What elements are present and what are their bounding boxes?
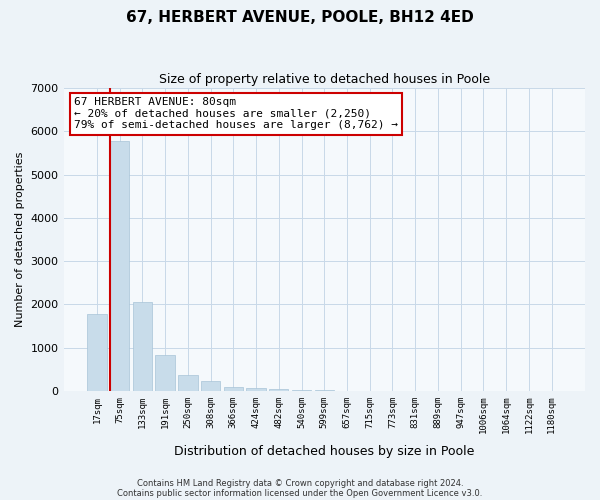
Text: 67, HERBERT AVENUE, POOLE, BH12 4ED: 67, HERBERT AVENUE, POOLE, BH12 4ED	[126, 10, 474, 25]
Text: 67 HERBERT AVENUE: 80sqm
← 20% of detached houses are smaller (2,250)
79% of sem: 67 HERBERT AVENUE: 80sqm ← 20% of detach…	[74, 97, 398, 130]
Bar	[178, 375, 197, 391]
Bar	[224, 386, 243, 391]
Bar	[87, 314, 107, 391]
Title: Size of property relative to detached houses in Poole: Size of property relative to detached ho…	[159, 72, 490, 86]
Bar	[269, 389, 289, 391]
Bar	[314, 390, 334, 391]
X-axis label: Distribution of detached houses by size in Poole: Distribution of detached houses by size …	[174, 444, 475, 458]
Bar	[110, 141, 130, 391]
Bar	[155, 355, 175, 391]
Y-axis label: Number of detached properties: Number of detached properties	[15, 152, 25, 327]
Bar	[247, 388, 266, 391]
Bar	[201, 382, 220, 391]
Bar	[292, 390, 311, 391]
Bar	[133, 302, 152, 391]
Text: Contains public sector information licensed under the Open Government Licence v3: Contains public sector information licen…	[118, 488, 482, 498]
Text: Contains HM Land Registry data © Crown copyright and database right 2024.: Contains HM Land Registry data © Crown c…	[137, 478, 463, 488]
